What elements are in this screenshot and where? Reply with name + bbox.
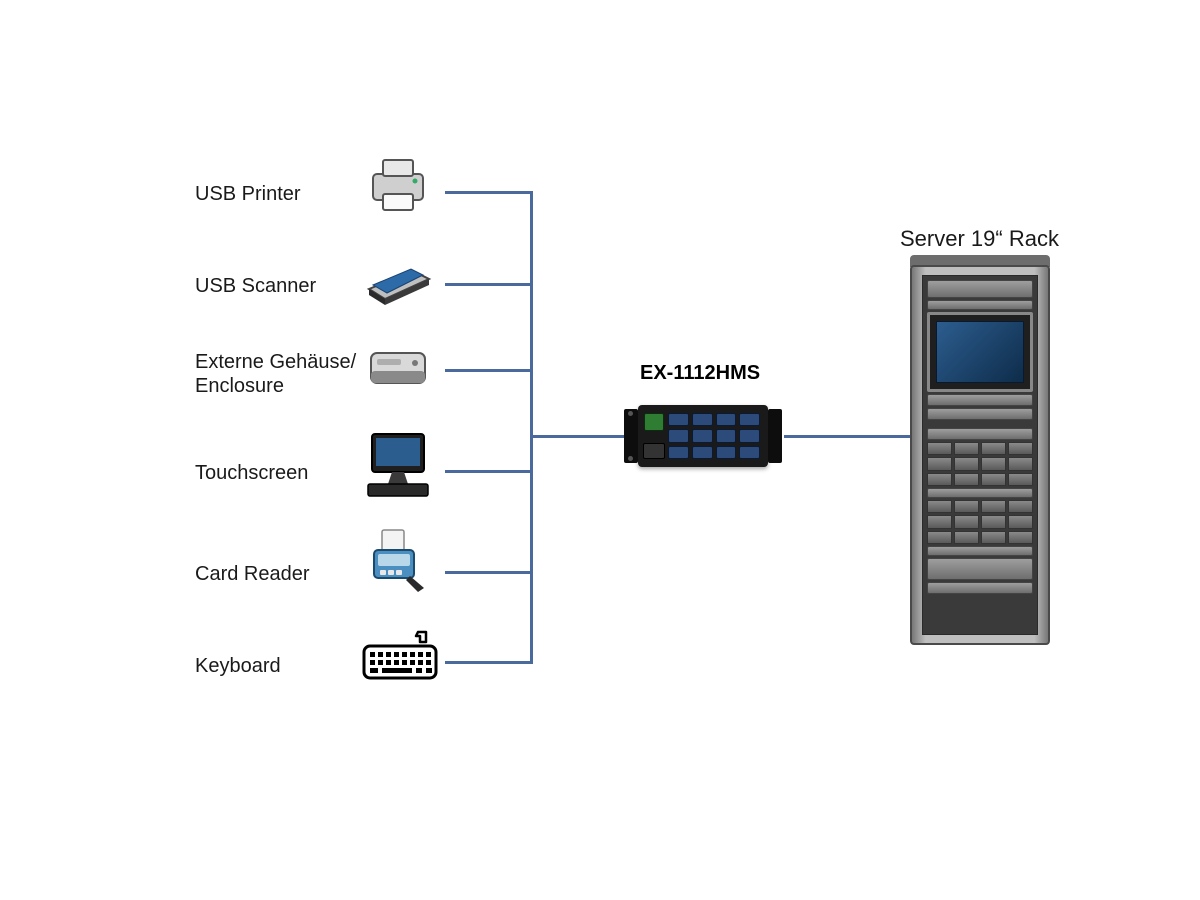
label-touchscreen: Touchscreen	[195, 461, 365, 485]
scanner-icon	[363, 243, 433, 313]
hub-to-server-line	[784, 435, 912, 438]
touchscreen-icon	[358, 426, 438, 506]
label-printer: USB Printer	[195, 182, 365, 206]
hub-label: EX-1112HMS	[640, 362, 760, 385]
cardreader-icon	[360, 526, 436, 602]
branch-keyboard	[445, 661, 533, 664]
branch-scanner	[445, 283, 533, 286]
label-enclosure: Externe Gehäuse/ Enclosure	[195, 350, 365, 398]
enclosure-icon	[363, 333, 433, 403]
branch-cardreader	[445, 571, 533, 574]
printer-icon	[363, 150, 433, 220]
trunk-to-hub-line	[530, 435, 624, 438]
branch-printer	[445, 191, 533, 194]
hub-device	[638, 405, 768, 467]
branch-touchscreen	[445, 470, 533, 473]
server-label: Server 19“ Rack	[900, 226, 1059, 252]
branch-enclosure	[445, 369, 533, 372]
label-scanner: USB Scanner	[195, 274, 365, 298]
keyboard-icon	[360, 628, 440, 684]
server-rack	[910, 265, 1050, 645]
label-cardreader: Card Reader	[195, 562, 365, 586]
diagram-stage: USB Printer USB Scanner Externe Gehäuse/…	[0, 0, 1200, 900]
label-keyboard: Keyboard	[195, 654, 365, 678]
trunk-line	[530, 191, 533, 664]
